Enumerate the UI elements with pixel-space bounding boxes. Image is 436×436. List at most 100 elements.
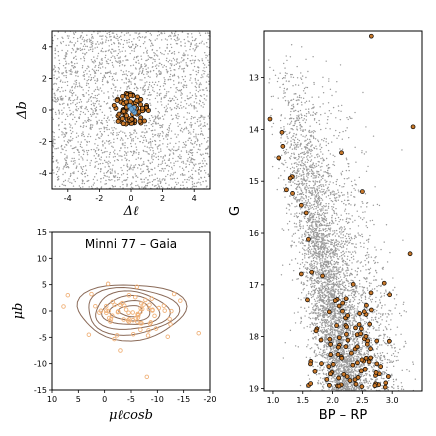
cmd-field-star: [295, 215, 298, 217]
cmd-field-star: [317, 197, 319, 200]
field-star: [144, 124, 146, 127]
cmd-field-star: [322, 385, 324, 387]
field-star: [185, 86, 188, 88]
field-star: [165, 109, 167, 111]
field-star: [117, 133, 120, 136]
field-star: [87, 135, 89, 138]
field-star: [165, 65, 167, 68]
field-star: [156, 35, 159, 37]
cmd-field-star: [317, 291, 320, 293]
field-star: [204, 116, 206, 119]
field-star: [100, 181, 102, 183]
cmd-field-star: [361, 365, 363, 367]
cmd-field-star: [325, 218, 328, 220]
field-star: [160, 97, 163, 99]
cmd-field-star: [367, 241, 370, 243]
field-star: [161, 162, 164, 164]
field-star: [128, 85, 130, 87]
field-star: [90, 159, 92, 162]
field-star: [180, 94, 182, 96]
member-star: [145, 108, 151, 113]
cmd-field-star: [281, 77, 284, 80]
cmd-field-star: [372, 325, 374, 328]
cmd-field-star: [354, 313, 356, 315]
cmd-field-star: [300, 299, 302, 301]
cmd-field-star: [333, 191, 335, 193]
field-star: [86, 41, 88, 43]
field-star: [152, 116, 154, 119]
field-star: [114, 89, 116, 91]
cmd-field-star: [358, 234, 360, 236]
field-star: [60, 79, 62, 81]
field-star: [185, 107, 187, 109]
cmd-field-star: [284, 159, 286, 162]
cmd-field-star: [313, 194, 315, 196]
field-star: [83, 151, 85, 153]
field-star: [197, 59, 199, 61]
cmd-field-star: [334, 312, 337, 314]
cmd-field-star: [310, 262, 312, 264]
cmd-field-star: [318, 123, 321, 125]
field-star: [158, 80, 160, 83]
field-star: [168, 59, 171, 62]
field-star: [188, 179, 190, 181]
field-star: [100, 135, 102, 137]
cmd-field-star: [365, 126, 367, 128]
cmd-field-star: [313, 282, 316, 285]
field-star: [110, 110, 112, 113]
cmd-field-star: [362, 292, 365, 294]
field-star: [169, 67, 171, 69]
field-star: [137, 137, 139, 140]
field-star: [153, 119, 156, 121]
field-star: [121, 169, 123, 172]
field-star: [87, 118, 90, 121]
field-star: [95, 153, 98, 155]
field-star: [151, 168, 153, 171]
field-star: [82, 170, 84, 173]
cmd-field-star: [368, 332, 371, 334]
field-star: [108, 178, 110, 181]
cmd-field-star: [349, 299, 352, 301]
cmd-field-star: [316, 186, 319, 188]
cmd-field-star: [373, 311, 376, 313]
cmd-field-star: [380, 292, 382, 294]
field-star: [154, 134, 156, 136]
cmd-field-star: [303, 177, 305, 180]
field-star: [69, 181, 71, 184]
cmd-field-star: [366, 278, 368, 280]
field-star: [133, 78, 135, 80]
field-star: [154, 139, 156, 142]
cmd-field-star: [302, 225, 304, 227]
cmd-field-star: [338, 285, 340, 287]
cmd-field-star: [284, 130, 287, 133]
field-star: [75, 105, 78, 108]
field-star: [160, 163, 162, 166]
field-star: [143, 139, 145, 142]
field-star: [148, 147, 151, 149]
field-star: [140, 58, 143, 60]
field-star: [147, 153, 149, 155]
field-star: [156, 54, 158, 56]
cmd-field-star: [300, 306, 302, 309]
field-star: [180, 155, 182, 158]
field-star: [160, 185, 163, 188]
field-star: [69, 175, 72, 178]
field-star: [195, 89, 197, 92]
field-star: [60, 95, 63, 98]
field-star: [208, 83, 210, 85]
field-star: [110, 87, 113, 90]
field-star: [64, 134, 66, 136]
field-star: [99, 170, 102, 173]
field-star: [199, 34, 202, 37]
field-star: [145, 139, 147, 141]
field-star: [82, 36, 84, 39]
cmd-field-star: [350, 180, 353, 183]
y-tick-label: -5: [39, 333, 47, 342]
cmd-field-star: [326, 187, 329, 190]
field-star: [187, 153, 190, 156]
cmd-field-star: [317, 347, 320, 350]
field-star: [106, 121, 108, 124]
field-star: [155, 123, 158, 125]
field-star: [54, 66, 56, 68]
